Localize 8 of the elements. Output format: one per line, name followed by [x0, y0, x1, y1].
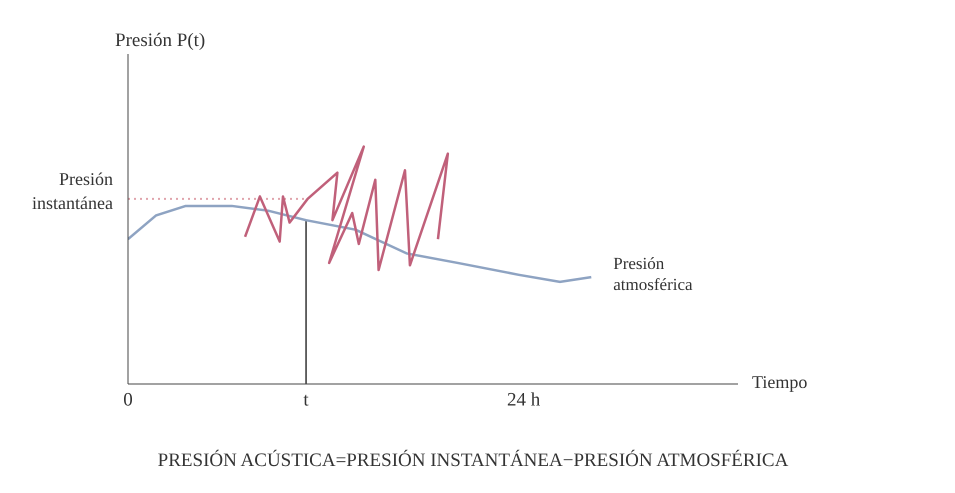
x-tick-label: 0 — [123, 389, 133, 410]
series-label: Presión atmosférica — [613, 254, 694, 294]
x-tick-label: t — [303, 389, 310, 410]
text: PRESIÓN ACÚSTICA=PRESIÓN INSTANTÁNEA−PRESIÓN ATMOSFÉRICA — [156, 450, 790, 472]
x-axis-title: Tiempo — [752, 372, 808, 393]
ref-line-label: Presión instantánea — [32, 168, 114, 213]
x-tick-label: 24 h — [507, 389, 541, 410]
text: Presión P(t) — [115, 30, 206, 52]
